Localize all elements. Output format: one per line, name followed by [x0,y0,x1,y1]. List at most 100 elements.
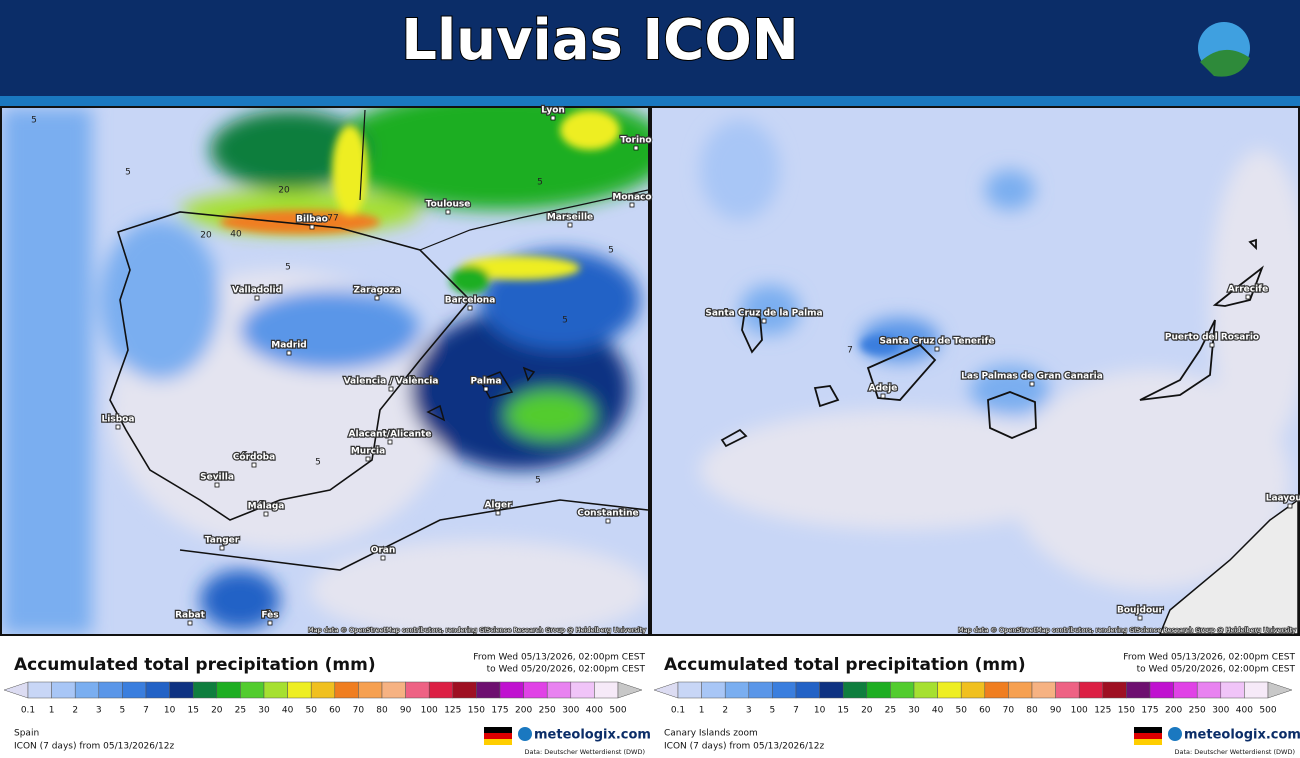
place-marker [445,209,451,215]
scale-label: 100 [1071,706,1088,716]
scale-cell [310,681,336,699]
legend-title: Accumulated total precipitation (mm) [664,655,1026,675]
scale-cell [1078,681,1104,699]
flag-stripe [484,733,512,739]
scale-label: 0.1 [671,706,685,716]
scale-label: 1 [49,706,55,716]
contour-label: 5 [608,246,614,256]
brand-name: meteologix.com [534,728,651,743]
contour-label: 20 [200,231,212,241]
scale-label: 250 [539,706,556,716]
contour-label: 5 [31,116,37,126]
contour-label: 40 [230,230,242,240]
scale-label: 25 [885,706,896,716]
map-canary [652,108,1298,634]
place-label: Toulouse [426,200,471,210]
contour-label: 5 [285,263,291,273]
place-label: Palma [471,377,502,387]
scale-cell [452,681,477,699]
place-marker [1209,342,1215,348]
place-marker [761,318,767,324]
scale-label: 300 [1212,706,1229,716]
scale-cell [819,681,844,699]
scale-cell [772,681,797,699]
place-marker [1029,381,1035,387]
scale-cell [866,681,891,699]
scale-cell [1244,681,1269,699]
place-marker [1245,294,1251,300]
place-label: Sevilla [200,473,234,483]
contour-label: 7 [847,346,853,356]
scale-cell [1008,681,1033,699]
brand-icon [1168,727,1182,741]
scale-label: 60 [329,706,341,716]
scale-cell [1149,681,1174,699]
scale-cell [499,681,524,699]
scale-cell [984,681,1009,699]
data-source: Data: Deutscher Wetterdienst (DWD) [524,748,645,756]
scale-label: 250 [1189,706,1206,716]
model-run: ICON (7 days) from 05/13/2026/12z [14,742,174,752]
scale-cell [1173,681,1198,699]
scale-cell [145,681,170,699]
scale-label: 40 [282,706,294,716]
scale-label: 7 [793,706,799,716]
place-label: Zaragoza [353,286,400,296]
place-label: Santa Cruz de la Palma [705,309,822,319]
scale-label: 30 [258,706,270,716]
flag-stripe [484,727,512,733]
scale-cell [594,681,619,699]
place-marker [633,145,639,151]
flag-stripe [484,739,512,745]
scale-cell [890,681,915,699]
place-label: Santa Cruz de Tenerife [879,337,994,347]
place-label: Lisboa [102,415,135,425]
scale-cell [1031,681,1056,699]
scale-cell [98,681,123,699]
place-label: Tanger [205,536,240,546]
scale-label: 10 [814,706,826,716]
flag-stripe [1134,733,1162,739]
place-marker [1287,503,1293,509]
place-label: Alacant/Alicante [349,430,432,440]
place-label: Las Palmas de Gran Canaria [961,372,1103,382]
place-marker [214,482,220,488]
place-marker [286,350,292,356]
place-marker [467,305,473,311]
scale-label: 5 [770,706,776,716]
scale-cell [358,681,383,699]
header-title: Lluvias ICON [401,8,798,73]
place-label: Constantine [577,509,638,519]
scale-cell [476,681,501,699]
contour-label: 5 [537,178,543,188]
scale-label: 25 [235,706,246,716]
place-marker [495,510,501,516]
scale-label: 200 [515,706,532,716]
scale-cell [748,681,773,699]
contour-label: 5 [562,316,568,326]
data-source: Data: Deutscher Wetterdienst (DWD) [1174,748,1295,756]
date-to: to Wed 05/20/2026, 02:00pm CEST [1137,665,1296,675]
scale-label: 150 [1118,706,1135,716]
flag [1134,727,1162,745]
place-label: Alger [484,501,512,511]
place-marker [254,295,260,301]
map-attribution: Map data © OpenStreetMap contributors, r… [958,626,1296,634]
scale-cell [27,681,52,699]
scale-cell [240,681,265,699]
date-to: to Wed 05/20/2026, 02:00pm CEST [487,665,646,675]
place-marker [309,224,315,230]
date-from: From Wed 05/13/2026, 02:00pm CEST [473,653,645,663]
scale-label: 2 [722,706,728,716]
scale-label: 7 [143,706,149,716]
place-marker [605,518,611,524]
brand-icon [518,727,532,741]
region-name: Canary Islands zoom [664,729,758,739]
scale-label: 15 [187,706,198,716]
scale-label: 2 [72,706,78,716]
scale-label: 125 [444,706,461,716]
scale-label: 80 [1026,706,1038,716]
scale-label: 50 [955,706,967,716]
